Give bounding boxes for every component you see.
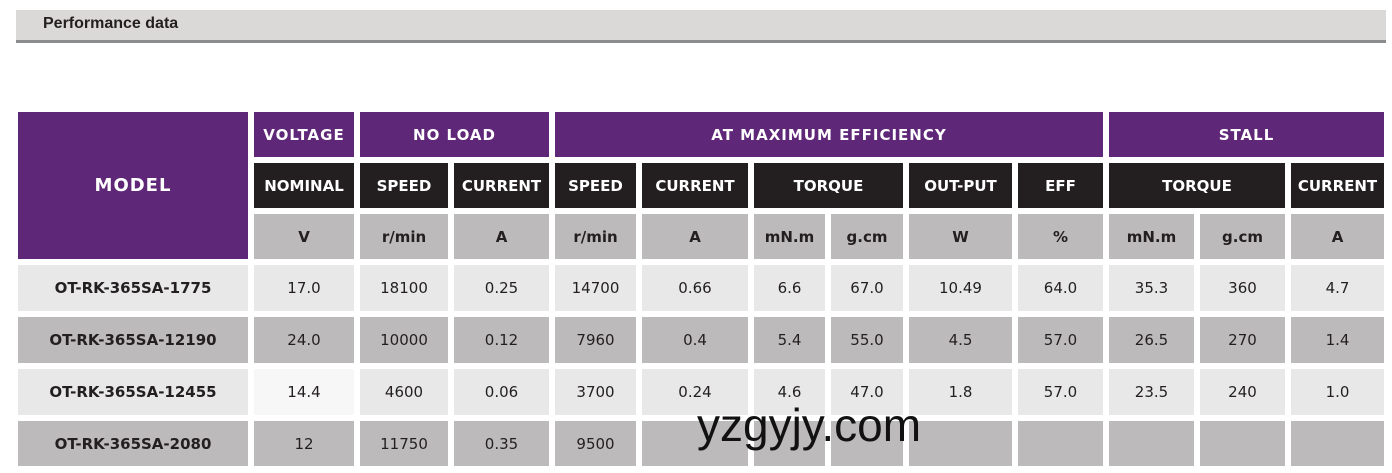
value-cell: 10000 [360, 317, 448, 363]
header-no-load: NO LOAD [360, 112, 549, 157]
unit-cell: A [642, 214, 748, 259]
value-cell: 7960 [555, 317, 636, 363]
value-cell [754, 421, 825, 466]
value-cell: 0.24 [642, 369, 748, 415]
value-cell [642, 421, 748, 466]
header-stall-torque: TORQUE [1109, 163, 1285, 208]
value-cell: 17.0 [254, 265, 354, 311]
value-cell: 1.0 [1291, 369, 1384, 415]
value-cell: 23.5 [1109, 369, 1194, 415]
unit-cell: A [1291, 214, 1384, 259]
unit-cell: % [1018, 214, 1103, 259]
header-voltage: VOLTAGE [254, 112, 354, 157]
header-stall-current: CURRENT [1291, 163, 1384, 208]
value-cell: 0.06 [454, 369, 549, 415]
model-cell: OT-RK-365SA-12455 [18, 369, 248, 415]
header-max-efficiency: AT MAXIMUM EFFICIENCY [555, 112, 1103, 157]
value-cell: 11750 [360, 421, 448, 466]
value-cell: 24.0 [254, 317, 354, 363]
header-nominal: NOMINAL [254, 163, 354, 208]
value-cell: 0.4 [642, 317, 748, 363]
value-cell: 0.66 [642, 265, 748, 311]
header-nl-current: CURRENT [454, 163, 549, 208]
value-cell: 5.4 [754, 317, 825, 363]
value-cell: 9500 [555, 421, 636, 466]
unit-cell: r/min [555, 214, 636, 259]
value-cell [1109, 421, 1194, 466]
header-nl-speed: SPEED [360, 163, 448, 208]
value-cell: 0.12 [454, 317, 549, 363]
value-cell: 18100 [360, 265, 448, 311]
section-title: Performance data [43, 15, 179, 32]
header-stall: STALL [1109, 112, 1384, 157]
value-cell: 12 [254, 421, 354, 466]
value-cell [1018, 421, 1103, 466]
value-cell [1200, 421, 1285, 466]
unit-cell: g.cm [831, 214, 903, 259]
header-me-output: OUT-PUT [909, 163, 1012, 208]
performance-table: MODEL VOLTAGE NO LOAD AT MAXIMUM EFFICIE… [18, 112, 1384, 466]
value-cell: 67.0 [831, 265, 903, 311]
value-cell: 35.3 [1109, 265, 1194, 311]
value-cell: 3700 [555, 369, 636, 415]
value-cell: 1.8 [909, 369, 1012, 415]
model-cell: OT-RK-365SA-12190 [18, 317, 248, 363]
unit-cell: mN.m [1109, 214, 1194, 259]
value-cell: 64.0 [1018, 265, 1103, 311]
value-cell: 14.4 [254, 369, 354, 415]
model-cell: OT-RK-365SA-2080 [18, 421, 248, 466]
value-cell: 0.25 [454, 265, 549, 311]
header-me-current: CURRENT [642, 163, 748, 208]
header-me-speed: SPEED [555, 163, 636, 208]
model-cell: OT-RK-365SA-1775 [18, 265, 248, 311]
value-cell [1291, 421, 1384, 466]
value-cell: 1.4 [1291, 317, 1384, 363]
value-cell: 4600 [360, 369, 448, 415]
value-cell: 55.0 [831, 317, 903, 363]
value-cell: 26.5 [1109, 317, 1194, 363]
header-me-torque: TORQUE [754, 163, 903, 208]
value-cell: 4.6 [754, 369, 825, 415]
header-me-eff: EFF [1018, 163, 1103, 208]
value-cell: 47.0 [831, 369, 903, 415]
value-cell [831, 421, 903, 466]
unit-cell: mN.m [754, 214, 825, 259]
unit-cell: g.cm [1200, 214, 1285, 259]
value-cell: 4.7 [1291, 265, 1384, 311]
value-cell: 14700 [555, 265, 636, 311]
value-cell: 57.0 [1018, 317, 1103, 363]
value-cell: 270 [1200, 317, 1285, 363]
value-cell: 4.5 [909, 317, 1012, 363]
unit-cell: A [454, 214, 549, 259]
unit-cell: W [909, 214, 1012, 259]
value-cell: 240 [1200, 369, 1285, 415]
watermark: yzgyjy.com [697, 399, 922, 451]
value-cell: 0.35 [454, 421, 549, 466]
unit-cell: V [254, 214, 354, 259]
unit-cell: r/min [360, 214, 448, 259]
value-cell: 57.0 [1018, 369, 1103, 415]
value-cell [909, 421, 1012, 466]
value-cell: 360 [1200, 265, 1285, 311]
value-cell: 10.49 [909, 265, 1012, 311]
header-model: MODEL [18, 112, 248, 259]
value-cell: 6.6 [754, 265, 825, 311]
section-header: Performance data [16, 10, 1386, 43]
